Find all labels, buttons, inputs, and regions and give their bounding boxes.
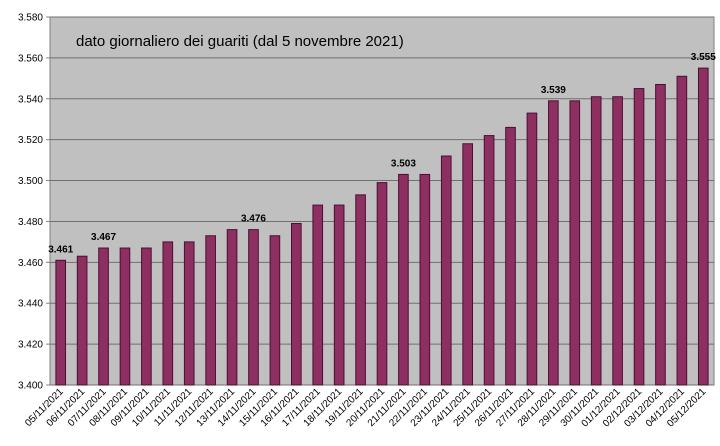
gridlines [50, 16, 714, 386]
data-label: 3.467 [91, 232, 116, 243]
bar [291, 222, 302, 386]
bars [55, 67, 709, 386]
y-tick-label: 3.500 [18, 176, 43, 187]
y-tick-label: 3.580 [18, 13, 43, 24]
bar [333, 204, 345, 386]
bar [205, 235, 216, 386]
bar [98, 247, 109, 386]
bar [676, 75, 688, 386]
bar [312, 204, 324, 386]
bar [440, 155, 452, 386]
data-labels: 3.461 3.467 3.476 3.503 3.539 3.555 [48, 52, 716, 255]
bar [376, 182, 388, 386]
data-label: 3.539 [541, 85, 566, 96]
y-tick-label: 3.420 [18, 340, 43, 351]
y-axis-ticks: 3.400 3.420 3.440 3.460 3.480 3.500 3.520 3.540… [18, 13, 50, 392]
bar [462, 143, 473, 386]
bar [119, 247, 131, 386]
bar [398, 173, 409, 386]
y-tick-label: 3.480 [18, 217, 43, 228]
data-label: 3.476 [241, 214, 266, 225]
y-tick-label: 3.540 [18, 94, 43, 105]
bar [269, 235, 281, 386]
bar [55, 259, 67, 386]
bar [226, 229, 238, 386]
bar [355, 194, 366, 386]
bar [248, 229, 259, 386]
bar [505, 126, 516, 386]
bar [548, 100, 559, 386]
data-label: 3.461 [48, 244, 73, 255]
data-label: 3.555 [691, 52, 716, 63]
bar [697, 67, 709, 386]
chart-title: dato giornaliero dei guariti (dal 5 nove… [76, 33, 404, 50]
bar [76, 255, 88, 386]
bar [162, 241, 174, 386]
bar [655, 83, 666, 386]
bar [183, 241, 195, 386]
bar [141, 247, 152, 386]
bar [483, 135, 495, 386]
y-tick-label: 3.400 [18, 381, 43, 392]
y-tick-label: 3.520 [18, 135, 43, 146]
y-tick-label: 3.440 [18, 299, 43, 310]
bar [526, 112, 538, 386]
bar [590, 96, 602, 386]
bar [633, 88, 645, 386]
x-axis-ticks: 05/11/202106/11/202107/11/202108/11/2021… [23, 386, 709, 429]
bar [569, 100, 581, 386]
bar [419, 173, 431, 386]
data-label: 3.503 [391, 158, 416, 169]
y-tick-label: 3.460 [18, 258, 43, 269]
y-tick-label: 3.560 [18, 53, 43, 64]
bar [612, 96, 623, 386]
